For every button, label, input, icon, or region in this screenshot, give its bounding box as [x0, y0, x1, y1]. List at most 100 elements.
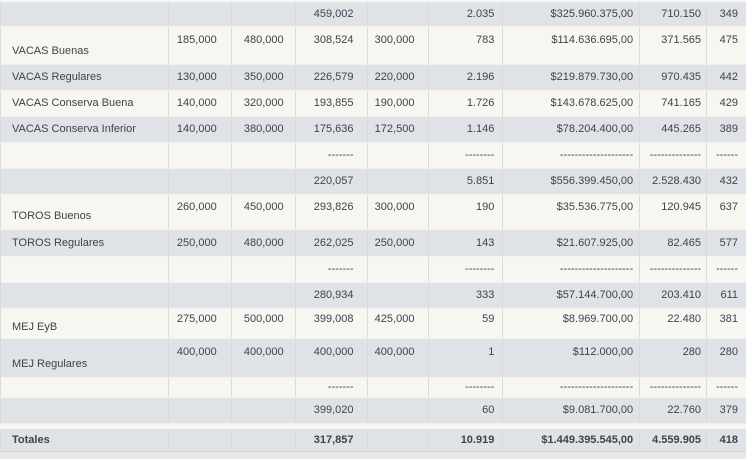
value-cell: 120.945 [640, 195, 708, 229]
category-cell [1, 398, 169, 423]
value-cell: 350,000 [232, 65, 296, 90]
value-cell: 293,826 [296, 195, 368, 229]
category-cell [1, 2, 169, 26]
value-cell: -------- [429, 143, 504, 168]
table-footer: Totales 317,857 10.919 $1.449.395.545,00… [0, 429, 746, 452]
vacas-regulares-row: VACAS Regulares 130,000 350,000 226,579 … [0, 65, 746, 91]
value-cell: ------- [296, 378, 368, 397]
value-cell: 349 [719, 7, 738, 20]
value-cell: 226,579 [296, 65, 368, 90]
value-cell: 445.265 [640, 117, 708, 142]
value-cell: 4.559.905 [640, 429, 708, 451]
vacas-buenas-row: VACAS Buenas 185,000 480,000 308,524 300… [0, 27, 746, 65]
value-cell: 400,000 [296, 339, 368, 377]
value-cell: 203.410 [640, 283, 708, 308]
value-cell: 400,000 [232, 339, 296, 377]
value-cell: 611 [720, 289, 738, 301]
value-cell: 480,000 [232, 27, 296, 64]
value-cell: -------------------- [503, 143, 641, 168]
mej-subtotal-row: 399,020 60 $9.081.700,00 22.760 379 [0, 398, 746, 424]
toros-buenos-row: TOROS Buenos 260,000 450,000 293,826 300… [0, 195, 746, 230]
value-cell [169, 429, 232, 451]
value-cell: 22.760 [640, 398, 708, 423]
value-cell: 1.146 [429, 117, 504, 142]
value-cell [368, 398, 430, 423]
value-cell [232, 429, 296, 451]
value-cell: 280 [719, 346, 738, 358]
value-cell: 130,000 [169, 65, 232, 90]
value-cell: 260,000 [169, 195, 232, 229]
toros-subtotal-row: 280,934 333 $57.144.700,00 203.410 611 [0, 283, 746, 309]
value-cell: $9.081.700,00 [503, 398, 641, 423]
value-cell: 320,000 [232, 91, 296, 116]
value-cell [232, 283, 296, 308]
vacas-conserva-buena-row: VACAS Conserva Buena 140,000 320,000 193… [0, 91, 746, 117]
value-cell [169, 257, 232, 282]
category-cell [1, 283, 169, 308]
category-cell: TOROS Regulares [1, 230, 169, 256]
category-cell [1, 378, 169, 397]
value-cell: 389 [719, 123, 738, 135]
value-cell: 262,025 [296, 230, 368, 256]
value-cell [169, 398, 232, 423]
value-cell: 418 [719, 433, 738, 446]
value-cell: 380,000 [232, 117, 296, 142]
value-cell [368, 257, 430, 282]
value-cell [169, 143, 232, 168]
value-cell: 2.528.430 [640, 169, 708, 194]
value-cell: 60 [429, 398, 504, 423]
value-cell: -------- [429, 257, 504, 282]
value-cell: 637 [719, 201, 738, 213]
totals-row: Totales 317,857 10.919 $1.449.395.545,00… [0, 429, 746, 452]
value-cell: 432 [719, 175, 738, 187]
value-cell: -------------------- [503, 257, 641, 282]
value-cell: 399,008 [296, 309, 368, 338]
value-cell: 475 [719, 34, 738, 46]
value-cell: -------------- [640, 378, 708, 397]
value-cell: ------ [716, 149, 738, 161]
value-cell: 190,000 [368, 91, 430, 116]
value-cell: 783 [429, 27, 504, 64]
value-cell [368, 283, 430, 308]
value-cell: 500,000 [232, 309, 296, 338]
value-cell: 140,000 [169, 91, 232, 116]
value-cell: 442 [719, 71, 738, 83]
value-cell: 220,000 [368, 65, 430, 90]
value-cell: $78.204.400,00 [503, 117, 641, 142]
value-cell [232, 257, 296, 282]
value-cell: 317,857 [296, 429, 368, 451]
value-cell: $35.536.775,00 [503, 195, 641, 229]
category-cell: TOROS Buenos [1, 195, 169, 229]
value-cell: 10.919 [429, 429, 504, 451]
value-cell: 429 [719, 97, 738, 109]
value-cell: 970.435 [640, 65, 708, 90]
value-cell [169, 378, 232, 397]
value-cell: $114.636.695,00 [503, 27, 641, 64]
value-cell [368, 429, 430, 451]
value-cell: 400,000 [169, 339, 232, 377]
value-cell [368, 378, 430, 397]
toros-regulares-row: TOROS Regulares 250,000 480,000 262,025 … [0, 230, 746, 257]
value-cell: 480,000 [232, 230, 296, 256]
value-cell [232, 378, 296, 397]
value-cell: 459,002 [296, 2, 368, 26]
value-cell: 381 [719, 313, 738, 325]
value-cell: $8.969.700,00 [503, 309, 641, 338]
value-cell [368, 169, 430, 194]
value-cell: 250,000 [368, 230, 430, 256]
value-cell: $219.879.730,00 [503, 65, 641, 90]
category-cell: VACAS Conserva Buena [1, 91, 169, 116]
value-cell: 379 [719, 404, 738, 416]
value-cell: ------- [296, 143, 368, 168]
value-cell: 1 [429, 339, 504, 377]
value-cell: 2.196 [429, 65, 504, 90]
value-cell: $1.449.395.545,00 [503, 429, 641, 451]
value-cell: $325.960.375,00 [503, 2, 641, 26]
value-cell: 300,000 [368, 195, 430, 229]
partial-row-top [0, 0, 746, 2]
value-cell: $112.000,00 [503, 339, 641, 377]
category-cell [1, 143, 169, 168]
category-cell: VACAS Regulares [1, 65, 169, 90]
value-cell: 59 [429, 309, 504, 338]
value-cell [368, 2, 430, 26]
